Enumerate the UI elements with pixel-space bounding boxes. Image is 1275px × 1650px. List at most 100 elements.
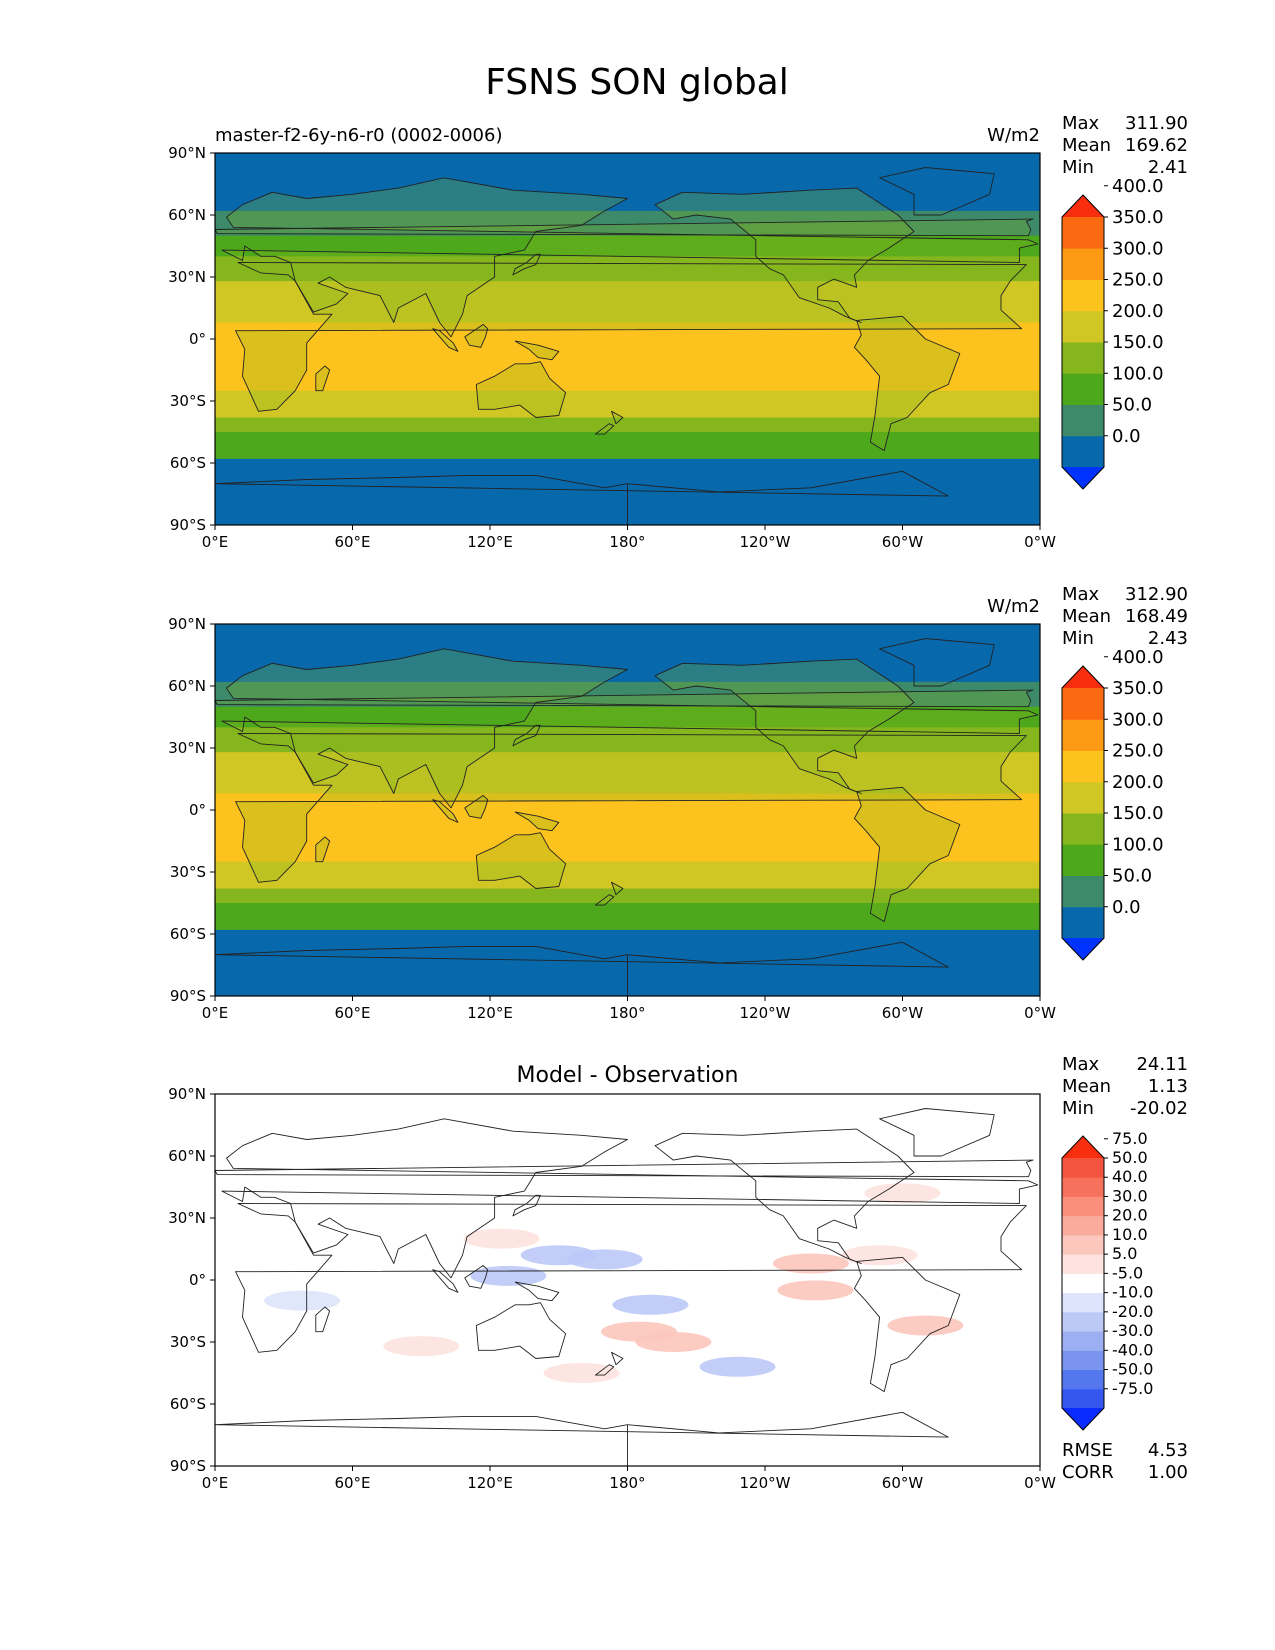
colorbar-tick-label: -10.0 bbox=[1112, 1283, 1153, 1302]
stat-label-max: Max bbox=[1062, 584, 1100, 605]
lon-tick-label: 60°W bbox=[882, 1004, 924, 1022]
colorbar-tick-label: 50.0 bbox=[1112, 866, 1152, 887]
coastline-britain bbox=[215, 218, 1034, 237]
coastline-eurasia bbox=[221, 1118, 1039, 1279]
anomaly-patch bbox=[699, 1356, 776, 1377]
land-shading-britain bbox=[215, 690, 1034, 707]
coastline-borneo bbox=[464, 795, 489, 819]
colorbar-tick-label: 20.0 bbox=[1112, 1206, 1148, 1225]
panel-center-title: Model - Observation bbox=[517, 1063, 739, 1088]
coastline-borneo bbox=[464, 324, 489, 348]
colorbar-tick-label: -5.0 bbox=[1112, 1263, 1143, 1282]
coastline-greenland bbox=[879, 638, 995, 687]
contour-band bbox=[215, 681, 1040, 708]
lat-tick-label: 90°S bbox=[170, 516, 206, 534]
anomaly-patch bbox=[470, 1265, 547, 1286]
lon-tick-label: 180° bbox=[609, 1474, 645, 1492]
land-shading-japan bbox=[512, 254, 541, 275]
lon-tick-label: 120°W bbox=[740, 1004, 791, 1022]
colorbar-extend-max bbox=[1062, 195, 1104, 217]
colorbar-segment bbox=[1062, 435, 1104, 468]
coastline-australia bbox=[475, 832, 567, 889]
contour-band bbox=[215, 624, 1040, 683]
coastline-south-america bbox=[853, 315, 961, 452]
stat-value-mean: 168.49 bbox=[1125, 606, 1188, 627]
lat-tick-label: 90°S bbox=[170, 987, 206, 1005]
coastline-greenland bbox=[879, 167, 995, 216]
stat-value-min: -20.02 bbox=[1130, 1098, 1188, 1119]
map-body bbox=[215, 1094, 1040, 1466]
land-shading-australia bbox=[476, 832, 566, 889]
anomaly-patch bbox=[635, 1332, 712, 1352]
lon-tick-label: 60°E bbox=[334, 533, 370, 551]
anomaly-patch bbox=[264, 1290, 341, 1311]
colorbar-segment bbox=[1062, 688, 1104, 720]
coastline-borneo bbox=[464, 1265, 489, 1289]
colorbar-segment bbox=[1062, 373, 1104, 405]
land-shading-new-zealand-north bbox=[611, 882, 623, 895]
lon-tick-label: 0°E bbox=[202, 1004, 229, 1022]
stat-value-mean: 169.62 bbox=[1125, 135, 1188, 156]
colorbar-tick-label: 300.0 bbox=[1112, 709, 1164, 730]
colorbar-segment bbox=[1062, 1388, 1104, 1409]
coastline-eurasia bbox=[221, 648, 1039, 809]
lon-tick-label: 0°W bbox=[1024, 1474, 1056, 1492]
map-panel-difference: 0°E 60°E 120°E 180° 120°W 60°W 0°W 90°N 60°N 30°N… bbox=[168, 1054, 1188, 1492]
colorbar-outline bbox=[1061, 1135, 1105, 1431]
stat-label-mean: Mean bbox=[1062, 1076, 1111, 1097]
colorbar-segment bbox=[1062, 906, 1104, 939]
colorbar-tick-label: 100.0 bbox=[1112, 363, 1164, 384]
stat-label-min: Min bbox=[1062, 1098, 1094, 1119]
lat-tick-label: 0° bbox=[189, 1271, 206, 1289]
coastline-japan bbox=[512, 724, 541, 747]
lon-tick-label: 120°W bbox=[740, 533, 791, 551]
stat-value-corr: 1.00 bbox=[1148, 1462, 1188, 1483]
colorbar-tick-label: 350.0 bbox=[1112, 207, 1164, 228]
colorbar-segment bbox=[1062, 813, 1104, 845]
lat-tick-label: 30°S bbox=[170, 863, 206, 881]
lon-tick-label: 60°E bbox=[334, 1474, 370, 1492]
colorbar-tick-label: 100.0 bbox=[1112, 834, 1164, 855]
coastline-new-zealand-north bbox=[611, 1351, 624, 1366]
colorbar: 0.0 50.0 100.0 150.0 200.0 250.0 300.0 350.0 400… bbox=[1061, 176, 1164, 490]
colorbar-segment bbox=[1062, 1254, 1104, 1274]
colorbar-tick-label: 50.0 bbox=[1112, 395, 1152, 416]
land-shading-south-america bbox=[854, 787, 960, 922]
anomaly-patch bbox=[777, 1280, 854, 1301]
contour-band bbox=[215, 322, 1040, 392]
colorbar-tick-label: 400.0 bbox=[1112, 647, 1164, 668]
lat-tick-label: 60°N bbox=[168, 677, 206, 695]
colorbar-tick-label: 50.0 bbox=[1112, 1148, 1148, 1167]
stat-value-max: 311.90 bbox=[1125, 113, 1188, 134]
anomaly-patch bbox=[612, 1294, 689, 1315]
colorbar-segment bbox=[1062, 1273, 1104, 1294]
map-body bbox=[215, 153, 1040, 525]
lat-tick-label: 90°N bbox=[168, 144, 206, 162]
lat-tick-label: 30°N bbox=[168, 268, 206, 286]
colorbar-tick-label: 250.0 bbox=[1112, 270, 1164, 291]
coastline-greenland bbox=[879, 1108, 995, 1157]
coastline-antarctica bbox=[215, 941, 949, 996]
lon-tick-label: 120°E bbox=[467, 1474, 513, 1492]
colorbar-tick-label: 350.0 bbox=[1112, 678, 1164, 699]
lat-tick-label: 60°N bbox=[168, 1147, 206, 1165]
colorbar-segment bbox=[1062, 404, 1104, 437]
land-shading-australia bbox=[476, 361, 566, 418]
contour-band bbox=[215, 390, 1040, 419]
land-shading-new-guinea bbox=[515, 812, 559, 831]
panel-left-title: master-f2-6y-n6-r0 (0002-0006) bbox=[215, 125, 502, 146]
lat-tick-label: 60°S bbox=[170, 454, 206, 472]
lon-tick-label: 180° bbox=[609, 533, 645, 551]
colorbar-tick-label: -40.0 bbox=[1112, 1340, 1153, 1359]
anomaly-patch bbox=[383, 1336, 460, 1357]
anomaly-patch bbox=[543, 1363, 620, 1383]
coastline-eurasia bbox=[221, 177, 1039, 338]
coastline-sumatra bbox=[432, 799, 459, 823]
colorbar-segment bbox=[1062, 1369, 1104, 1390]
lon-tick-label: 0°E bbox=[202, 533, 229, 551]
contour-band bbox=[215, 235, 1040, 257]
colorbar-tick-label: 10.0 bbox=[1112, 1225, 1148, 1244]
stat-label-mean: Mean bbox=[1062, 135, 1111, 156]
colorbar-segment bbox=[1062, 844, 1104, 876]
lat-tick-label: 30°N bbox=[168, 1209, 206, 1227]
